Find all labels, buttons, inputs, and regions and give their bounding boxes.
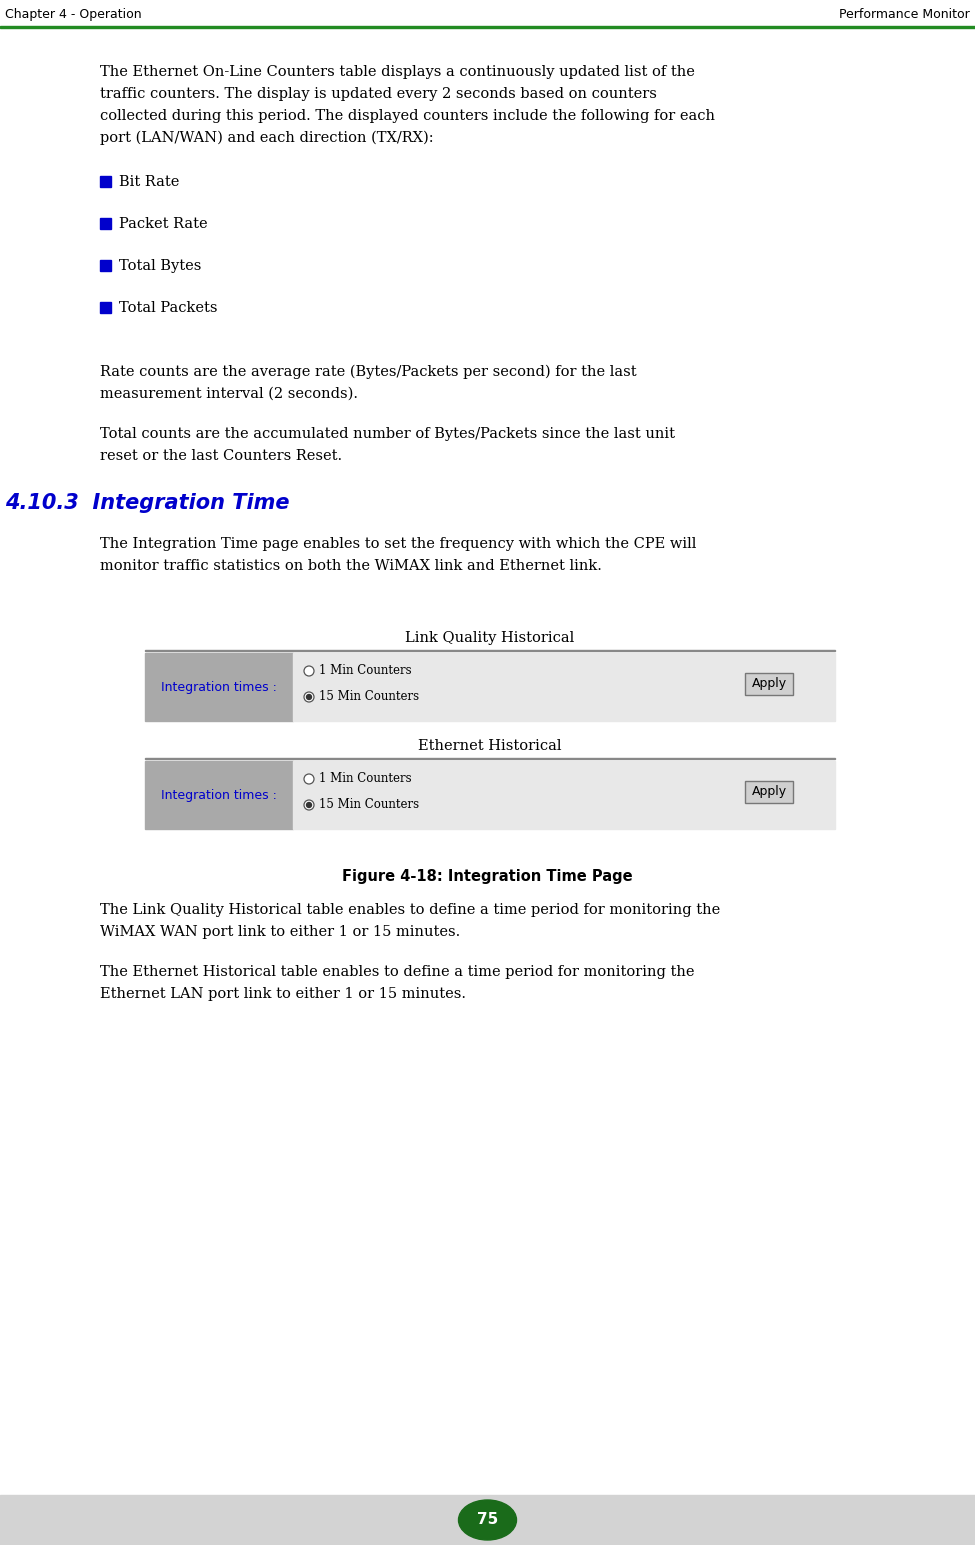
Text: The Ethernet Historical table enables to define a time period for monitoring the: The Ethernet Historical table enables to…	[100, 966, 694, 980]
Text: port (LAN/WAN) and each direction (TX/RX):: port (LAN/WAN) and each direction (TX/RX…	[100, 131, 434, 145]
Text: Link Quality Historical: Link Quality Historical	[406, 630, 574, 644]
Text: Performance Monitor: Performance Monitor	[839, 8, 970, 22]
Text: reset or the last Counters Reset.: reset or the last Counters Reset.	[100, 450, 342, 464]
Text: Apply: Apply	[752, 678, 787, 691]
Text: Rate counts are the average rate (Bytes/Packets per second) for the last: Rate counts are the average rate (Bytes/…	[100, 365, 637, 380]
Bar	[145, 654, 293, 722]
Text: Total Bytes: Total Bytes	[119, 260, 202, 273]
Bar	[100, 176, 111, 187]
Bar	[745, 782, 793, 803]
Circle shape	[306, 802, 311, 808]
Text: Integration times :: Integration times :	[161, 788, 277, 802]
Text: The Ethernet On-Line Counters table displays a continuously updated list of the: The Ethernet On-Line Counters table disp…	[100, 65, 695, 79]
Text: The Link Quality Historical table enables to define a time period for monitoring: The Link Quality Historical table enable…	[100, 902, 721, 918]
Text: Total counts are the accumulated number of Bytes/Packets since the last unit: Total counts are the accumulated number …	[100, 426, 675, 440]
Text: 15 Min Counters: 15 Min Counters	[319, 689, 419, 703]
Circle shape	[306, 695, 311, 700]
Bar	[745, 674, 793, 695]
Text: measurement interval (2 seconds).: measurement interval (2 seconds).	[100, 386, 358, 402]
Text: traffic counters. The display is updated every 2 seconds based on counters: traffic counters. The display is updated…	[100, 87, 657, 100]
Text: 1 Min Counters: 1 Min Counters	[319, 663, 411, 677]
Text: Bit Rate: Bit Rate	[119, 175, 179, 188]
Bar	[145, 762, 293, 830]
Bar	[0, 26, 975, 28]
Text: 75: 75	[477, 1513, 498, 1528]
Text: Ethernet LAN port link to either 1 or 15 minutes.: Ethernet LAN port link to either 1 or 15…	[100, 987, 466, 1001]
Text: 1 Min Counters: 1 Min Counters	[319, 771, 411, 785]
Bar	[293, 762, 835, 830]
Ellipse shape	[458, 1500, 517, 1540]
Text: 15 Min Counters: 15 Min Counters	[319, 797, 419, 811]
Text: The Integration Time page enables to set the frequency with which the CPE will: The Integration Time page enables to set…	[100, 538, 696, 552]
Text: BreezeMAX PRO 5000 CPE: BreezeMAX PRO 5000 CPE	[5, 1502, 201, 1516]
Text: Figure 4-18: Integration Time Page: Figure 4-18: Integration Time Page	[342, 868, 633, 884]
Text: Product Manual: Product Manual	[852, 1502, 970, 1516]
Circle shape	[304, 800, 314, 810]
Bar	[100, 301, 111, 314]
Bar	[100, 260, 111, 270]
Text: Integration times :: Integration times :	[161, 680, 277, 694]
Text: collected during this period. The displayed counters include the following for e: collected during this period. The displa…	[100, 110, 715, 124]
Text: Packet Rate: Packet Rate	[119, 216, 208, 232]
Text: Integration Time: Integration Time	[78, 493, 290, 513]
Text: Total Packets: Total Packets	[119, 301, 217, 315]
Bar	[293, 654, 835, 722]
Circle shape	[304, 774, 314, 783]
Text: Chapter 4 - Operation: Chapter 4 - Operation	[5, 8, 141, 22]
Text: Ethernet Historical: Ethernet Historical	[418, 739, 562, 752]
Text: monitor traffic statistics on both the WiMAX link and Ethernet link.: monitor traffic statistics on both the W…	[100, 559, 602, 573]
Circle shape	[304, 692, 314, 701]
Text: 4.10.3: 4.10.3	[5, 493, 79, 513]
Text: WiMAX WAN port link to either 1 or 15 minutes.: WiMAX WAN port link to either 1 or 15 mi…	[100, 925, 460, 939]
Circle shape	[304, 666, 314, 677]
Bar	[0, 1496, 975, 1545]
Bar	[100, 218, 111, 229]
Text: Apply: Apply	[752, 785, 787, 799]
